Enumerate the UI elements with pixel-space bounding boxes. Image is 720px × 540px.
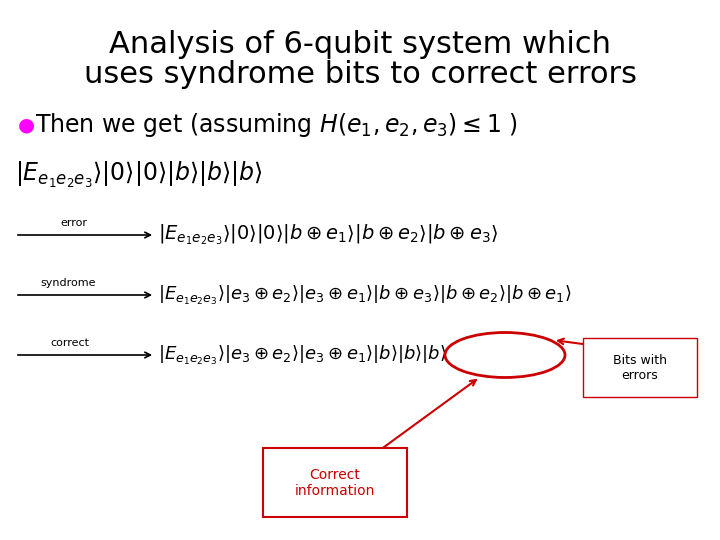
FancyBboxPatch shape (263, 448, 407, 517)
Text: Bits with
errors: Bits with errors (613, 354, 667, 382)
Text: $|E_{e_1 e_2 e_3}\rangle|e_3 \oplus e_2\rangle|e_3 \oplus e_1\rangle|b\rangle|b\: $|E_{e_1 e_2 e_3}\rangle|e_3 \oplus e_2\… (158, 343, 447, 367)
Text: ●: ● (18, 116, 35, 134)
Text: Analysis of 6-qubit system which: Analysis of 6-qubit system which (109, 30, 611, 59)
Text: error: error (60, 218, 87, 228)
Text: syndrome: syndrome (40, 278, 96, 288)
Text: uses syndrome bits to correct errors: uses syndrome bits to correct errors (84, 60, 636, 89)
Text: Correct
information: Correct information (294, 468, 375, 498)
Text: correct: correct (50, 338, 89, 348)
FancyBboxPatch shape (583, 338, 697, 397)
Text: $|E_{e_1 e_2 e_3}\rangle|e_3 \oplus e_2\rangle|e_3 \oplus e_1\rangle|b \oplus e_: $|E_{e_1 e_2 e_3}\rangle|e_3 \oplus e_2\… (158, 284, 572, 307)
Text: Then we get (assuming $H(e_1,e_2,e_3) \leq 1$ ): Then we get (assuming $H(e_1,e_2,e_3) \l… (35, 111, 518, 139)
Text: $|E_{e_1 e_2 e_3}\rangle|0\rangle|0\rangle|b\rangle|b\rangle|b\rangle$: $|E_{e_1 e_2 e_3}\rangle|0\rangle|0\rang… (15, 160, 263, 190)
Text: $|E_{e_1 e_2 e_3}\rangle|0\rangle|0\rangle|b \oplus e_1\rangle|b \oplus e_2\rang: $|E_{e_1 e_2 e_3}\rangle|0\rangle|0\rang… (158, 222, 498, 247)
